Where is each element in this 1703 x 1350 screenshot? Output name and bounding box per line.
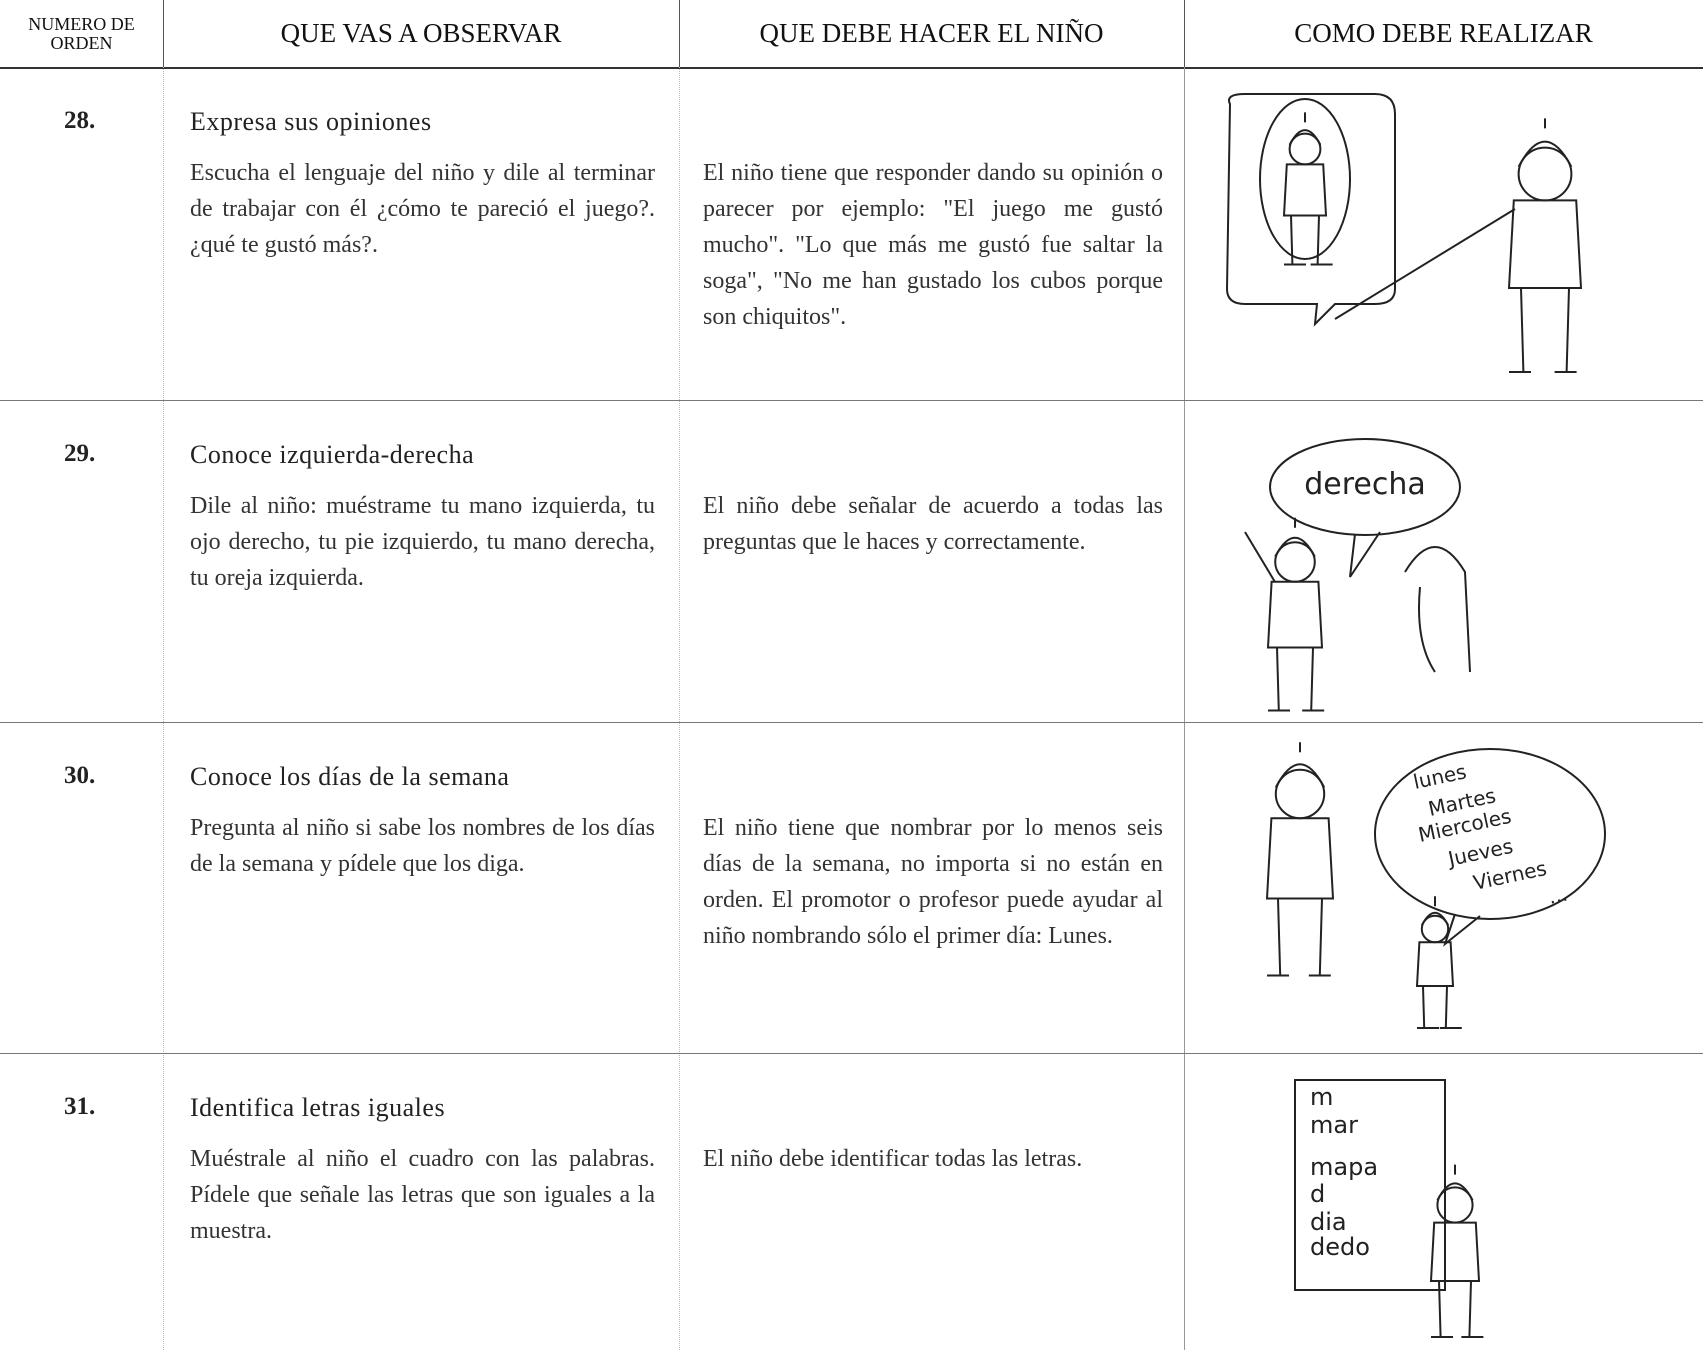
header-cell: QUE VAS A OBSERVAR [280,18,562,48]
child-text: El niño tiene que nombrar por lo menos s… [703,815,1163,949]
header-cell: QUE DEBE HACER EL NIÑO [759,18,1104,48]
sketch-line [1349,531,1381,578]
illustration-text: mar [1310,1111,1358,1139]
sketch-line [1374,748,1606,920]
illustration-text: mapa [1310,1153,1378,1181]
illustration: derecha [1244,438,1471,712]
sketch-line [1442,913,1481,947]
illustration-text: d [1310,1180,1325,1208]
sketch-line [1334,208,1516,320]
sketch-line [1517,118,1573,168]
illustration-text: m [1310,1083,1333,1111]
observe-text: Muéstrale al niño el cuadro con las pala… [190,1146,655,1244]
sketch-line [1269,438,1461,536]
sketch-line [1404,546,1471,673]
sketch-line [1259,98,1351,260]
sketch-line [1431,1280,1484,1338]
sketch-line [1415,941,1455,987]
header-cell: COMO DEBE REALIZAR [1294,18,1593,48]
sketch-line [1288,112,1322,146]
sketch-line [1294,1079,1446,1291]
column-rule [679,67,680,1350]
row-rule [0,722,1703,723]
sketch-line [1265,817,1335,900]
item-title: Identifica letras iguales [190,1093,446,1122]
row-rule [0,1053,1703,1054]
column-rule [163,0,164,67]
column-rule [163,67,164,1350]
column-rule [679,0,680,67]
sketch-line [1225,93,1396,327]
item-number: 28. [64,107,96,134]
row-rule [0,400,1703,401]
illustration-text: dedo [1310,1233,1370,1261]
header-rule [0,67,1703,69]
child-text: El niño tiene que responder dando su opi… [703,160,1163,330]
child-text: El niño debe señalar de acuerdo a todas … [703,493,1163,555]
sketch-line [1267,898,1331,977]
column-rule [1184,67,1185,1350]
observe-text: Dile al niño: muéstrame tu mano izquierd… [190,493,655,591]
illustration-text: ... [1546,881,1570,908]
item-number: 29. [64,440,96,467]
item-number: 30. [64,762,96,789]
illustration-text: dia [1310,1208,1347,1236]
header-cell: NUMERO DE ORDEN [28,13,135,53]
illustration-text: derecha [1304,467,1426,502]
illustration [1225,93,1583,373]
child-text: El niño debe identificar todas las letra… [703,1146,1083,1172]
sketch-line [1429,1221,1481,1282]
sketch-line [1274,517,1316,558]
sketch-line [1274,742,1326,788]
sketch-line [1417,985,1462,1029]
illustration: lunesMartesMiercolesJuevesViernes... [1265,742,1606,1029]
sketch-line [1436,1164,1474,1201]
illustration-text: lunes [1411,759,1468,794]
item-title: Expresa sus opiniones [190,107,432,136]
sketch-line [1507,199,1583,289]
sketch-line [1244,531,1276,583]
item-title: Conoce los días de la semana [190,762,510,791]
sketch-line [1420,896,1450,926]
sketch-line [1282,163,1328,217]
sketch-line [1268,647,1325,712]
observe-text: Escucha el lenguaje del niño y dile al t… [190,160,655,258]
column-rule [1184,0,1185,67]
item-title: Conoce izquierda-derecha [190,440,475,469]
item-number: 31. [64,1093,96,1120]
sketch-line [1284,215,1333,266]
sketch-line [1266,580,1324,649]
sketch-line [1509,287,1577,373]
observe-text: Pregunta al niño si sabe los nombres de … [190,815,655,877]
